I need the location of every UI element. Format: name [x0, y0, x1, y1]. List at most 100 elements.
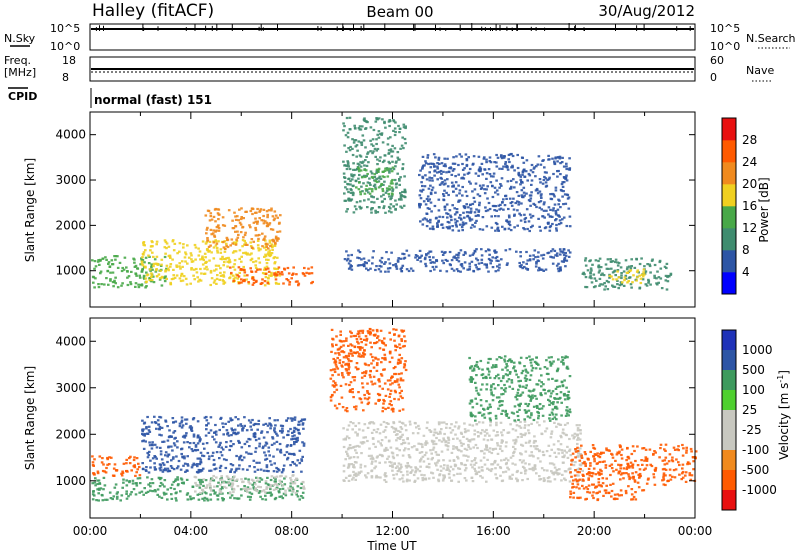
data-pixel: [226, 429, 229, 431]
data-pixel: [430, 192, 433, 194]
data-pixel: [472, 424, 475, 426]
data-pixel: [416, 259, 419, 261]
data-pixel: [206, 486, 209, 488]
data-pixel: [220, 252, 223, 254]
data-pixel: [508, 161, 511, 163]
data-pixel: [402, 147, 405, 149]
data-pixel: [555, 212, 558, 214]
data-pixel: [354, 449, 357, 451]
data-pixel: [193, 442, 196, 444]
data-pixel: [623, 285, 626, 287]
data-pixel: [282, 488, 285, 490]
data-pixel: [398, 184, 401, 186]
data-pixel: [496, 431, 499, 433]
data-pixel: [471, 466, 474, 468]
data-pixel: [166, 488, 169, 490]
data-pixel: [591, 281, 594, 283]
data-pixel: [548, 158, 551, 160]
nsky-tick-bottom: 10^0: [50, 40, 80, 53]
data-pixel: [495, 448, 498, 450]
data-pixel: [159, 447, 162, 449]
data-pixel: [484, 192, 487, 194]
data-pixel: [567, 391, 570, 393]
data-pixel: [143, 448, 146, 450]
data-pixel: [364, 176, 367, 178]
data-pixel: [428, 177, 431, 179]
data-pixel: [521, 189, 524, 191]
data-pixel: [404, 340, 407, 342]
data-pixel: [498, 168, 501, 170]
data-pixel: [418, 206, 421, 208]
freq-tick-top: 18: [62, 54, 76, 67]
data-pixel: [225, 459, 228, 461]
data-pixel: [371, 356, 374, 358]
data-pixel: [406, 471, 409, 473]
data-pixel: [394, 208, 397, 210]
data-pixel: [164, 479, 167, 481]
data-pixel: [230, 468, 233, 470]
data-pixel: [523, 176, 526, 178]
data-pixel: [357, 178, 360, 180]
data-pixel: [266, 262, 269, 264]
data-pixel: [490, 181, 493, 183]
data-pixel: [579, 468, 582, 470]
data-pixel: [92, 498, 95, 500]
data-pixel: [489, 421, 492, 423]
data-pixel: [346, 435, 349, 437]
data-pixel: [349, 149, 352, 151]
data-pixel: [91, 259, 94, 261]
data-pixel: [491, 468, 494, 470]
data-pixel: [261, 490, 264, 492]
data-pixel: [388, 172, 391, 174]
data-pixel: [200, 280, 203, 282]
data-pixel: [155, 268, 158, 270]
data-pixel: [462, 436, 465, 438]
data-pixel: [199, 470, 202, 472]
data-pixel: [475, 258, 478, 260]
data-pixel: [197, 442, 200, 444]
data-pixel: [97, 261, 100, 263]
data-pixel: [489, 173, 492, 175]
data-pixel: [352, 192, 355, 194]
data-pixel: [387, 175, 390, 177]
data-pixel: [522, 261, 525, 263]
data-pixel: [243, 456, 246, 458]
data-pixel: [484, 431, 487, 433]
data-pixel: [435, 464, 438, 466]
data-pixel: [268, 454, 271, 456]
data-pixel: [149, 482, 152, 484]
data-pixel: [501, 450, 504, 452]
data-pixel: [249, 499, 252, 501]
data-pixel: [358, 182, 361, 184]
data-pixel: [127, 284, 130, 286]
data-pixel: [445, 444, 448, 446]
data-pixel: [370, 212, 373, 214]
data-pixel: [186, 441, 189, 443]
data-pixel: [278, 266, 281, 268]
data-pixel: [191, 448, 194, 450]
data-pixel: [276, 441, 279, 443]
data-pixel: [532, 215, 535, 217]
data-pixel: [507, 158, 510, 160]
data-pixel: [438, 460, 441, 462]
data-pixel: [395, 186, 398, 188]
data-pixel: [530, 374, 533, 376]
data-pixel: [482, 377, 485, 379]
data-pixel: [106, 458, 109, 460]
data-pixel: [231, 238, 234, 240]
data-pixel: [515, 251, 518, 253]
data-pixel: [352, 422, 355, 424]
data-pixel: [401, 357, 404, 359]
data-pixel: [436, 469, 439, 471]
data-pixel: [500, 185, 503, 187]
data-pixel: [234, 259, 237, 261]
data-pixel: [391, 145, 394, 147]
data-pixel: [508, 468, 511, 470]
data-pixel: [500, 431, 503, 433]
data-pixel: [365, 169, 368, 171]
nave-label: Nave: [746, 64, 774, 77]
data-pixel: [288, 489, 291, 491]
data-pixel: [159, 270, 162, 272]
data-pixel: [216, 278, 219, 280]
data-pixel: [235, 239, 238, 241]
